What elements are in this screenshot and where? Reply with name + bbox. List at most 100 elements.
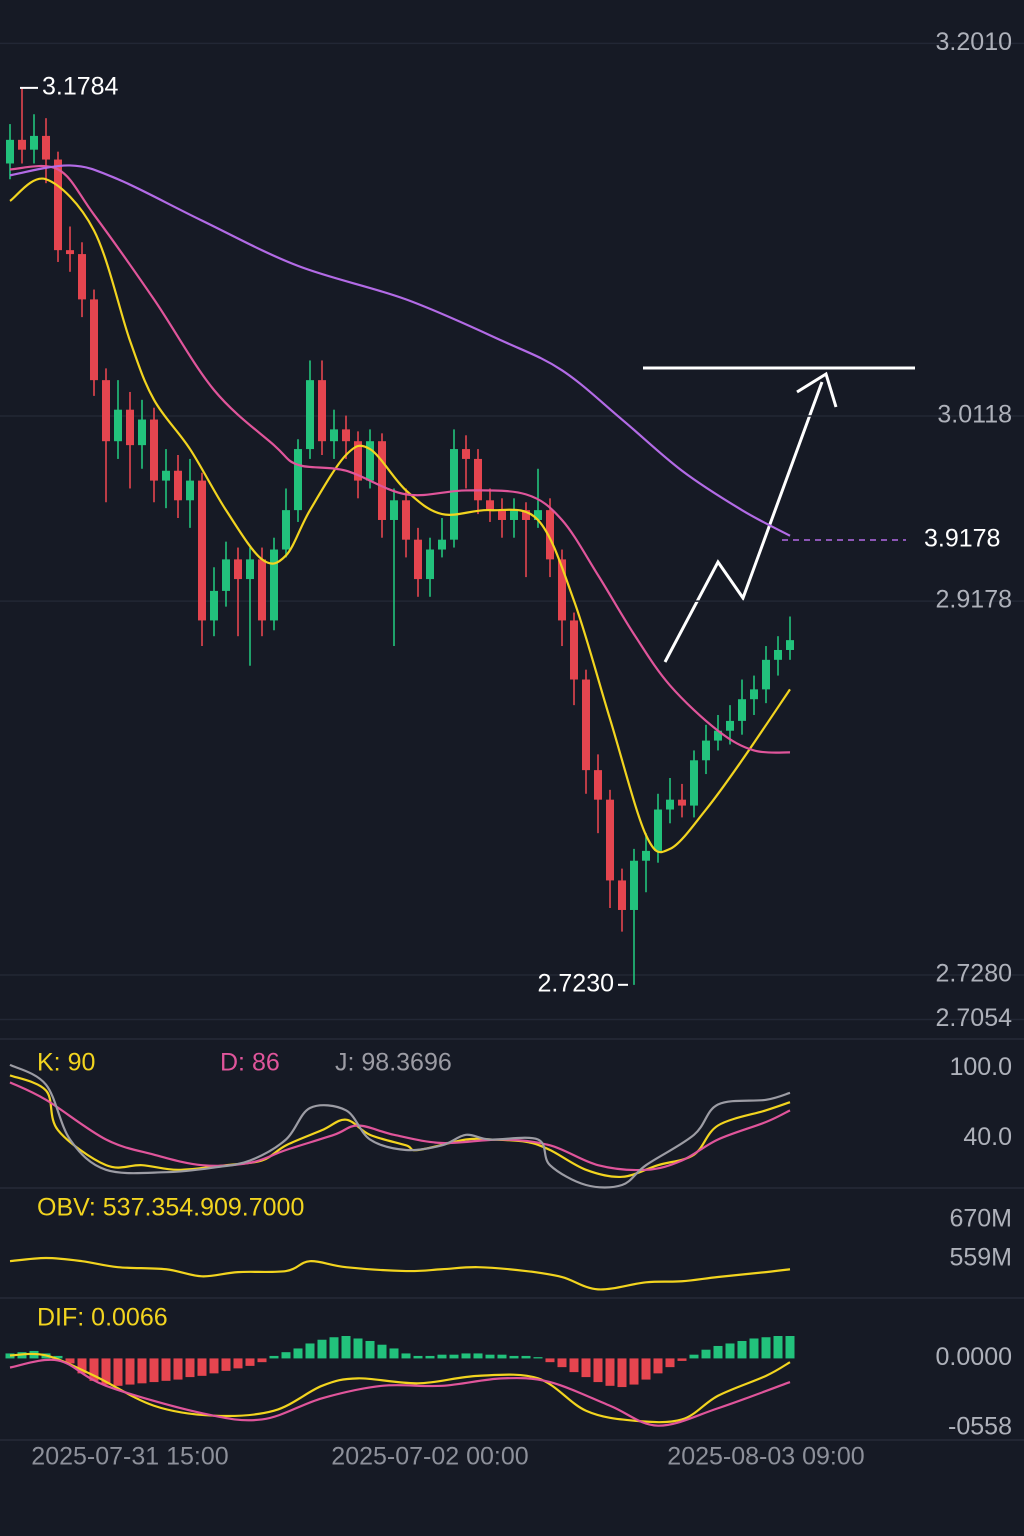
candle-body — [342, 429, 350, 442]
candle-body — [198, 480, 206, 621]
pane-separators — [0, 1038, 1024, 1441]
macd-bar — [353, 1338, 363, 1359]
macd-bar — [677, 1358, 687, 1361]
macd-bar — [749, 1338, 759, 1359]
legend-entry: OBV: 537.354.909.7000 — [37, 1194, 304, 1222]
candle-body — [486, 500, 494, 511]
macd-bar — [737, 1340, 747, 1359]
candle-body — [786, 640, 794, 650]
candle-body — [234, 559, 242, 580]
candle-body — [714, 730, 722, 741]
macd-bar — [425, 1355, 435, 1359]
candle-body — [534, 510, 542, 520]
macd-bar — [485, 1354, 495, 1359]
candle-body — [522, 510, 530, 520]
macd-bar — [305, 1343, 315, 1359]
macd-bar — [701, 1349, 711, 1359]
candle-body — [546, 510, 554, 560]
macd-bar — [125, 1358, 135, 1385]
candle-body — [390, 500, 398, 520]
high-label: 3.1784 — [42, 72, 119, 100]
candle-body — [738, 699, 746, 721]
macd-bar — [185, 1358, 195, 1378]
macd-bar — [365, 1340, 375, 1359]
x-tick-label: 2025-08-03 09:00 — [667, 1443, 864, 1471]
candle-body — [690, 760, 698, 806]
macd-bar — [665, 1358, 675, 1368]
macd-bar — [317, 1339, 327, 1359]
candle-body — [294, 449, 302, 511]
legend-entry: K: 90 — [37, 1049, 95, 1077]
macd-bar — [113, 1358, 123, 1386]
candle-body — [138, 419, 146, 446]
candle-body — [270, 549, 278, 621]
macd-bar — [221, 1358, 231, 1371]
candle-body — [570, 620, 578, 680]
macd-bar — [521, 1355, 531, 1359]
macd-bar — [257, 1358, 267, 1363]
indicator-line — [9, 1358, 791, 1427]
projection-arrow — [663, 381, 824, 663]
indicator-line — [9, 177, 791, 854]
candle-body — [498, 510, 506, 520]
macd-bar — [209, 1358, 219, 1374]
candle-body — [222, 559, 230, 591]
candle-body — [30, 135, 38, 150]
y-tick-label: 40.0 — [963, 1123, 1012, 1151]
macd-bar — [641, 1358, 651, 1380]
macd-bar — [293, 1348, 303, 1359]
macd-bar — [89, 1358, 99, 1381]
candle-body — [618, 880, 626, 910]
candle-body — [558, 559, 566, 621]
macd-bar — [653, 1358, 663, 1374]
x-tick-label: 2025-07-02 00:00 — [331, 1443, 528, 1471]
candle-body — [306, 380, 314, 450]
macd-bar — [449, 1354, 459, 1359]
projection-annotation — [643, 366, 915, 663]
candle-body — [78, 254, 86, 300]
candle-body — [378, 441, 386, 520]
candle-body — [162, 470, 170, 481]
macd-bar — [329, 1337, 339, 1359]
indicator-line — [9, 1352, 791, 1424]
macd-bar — [413, 1355, 423, 1359]
macd-bar — [77, 1358, 87, 1374]
candle-body — [258, 559, 266, 621]
indicator-line — [9, 1256, 791, 1291]
macd-bar — [761, 1337, 771, 1359]
candle-body — [582, 679, 590, 771]
candle-body — [606, 799, 614, 881]
candle-body — [126, 409, 134, 446]
macd-bar — [377, 1344, 387, 1359]
candle-body — [6, 139, 14, 164]
y-tick-label: 3.2010 — [936, 28, 1012, 56]
candle-body — [702, 740, 710, 761]
low-label: 2.7230 — [538, 969, 614, 997]
macd-bar — [197, 1358, 207, 1376]
macd-bar — [509, 1355, 519, 1359]
macd-bar — [341, 1335, 351, 1359]
candle-body — [90, 299, 98, 381]
candle-body — [318, 380, 326, 442]
macd-bar — [629, 1358, 639, 1385]
y-tick-label: -0558 — [948, 1413, 1012, 1441]
candle-body — [666, 799, 674, 810]
indicator-line — [9, 164, 791, 537]
macd-bar — [533, 1357, 543, 1359]
candle-body — [114, 409, 122, 442]
y-tick-label: 2.7280 — [936, 960, 1012, 988]
macd-bar — [569, 1358, 579, 1373]
y-tick-label: 100.0 — [949, 1053, 1012, 1081]
macd-bar — [557, 1358, 567, 1368]
candle-body — [414, 539, 422, 580]
candle-body — [54, 159, 62, 251]
candle-body — [354, 441, 362, 481]
candle-body — [282, 510, 290, 550]
candle-body — [474, 458, 482, 501]
candle-body — [66, 250, 74, 255]
y-tick-label: 670M — [949, 1205, 1012, 1233]
legend-entry: D: 86 — [220, 1049, 280, 1077]
